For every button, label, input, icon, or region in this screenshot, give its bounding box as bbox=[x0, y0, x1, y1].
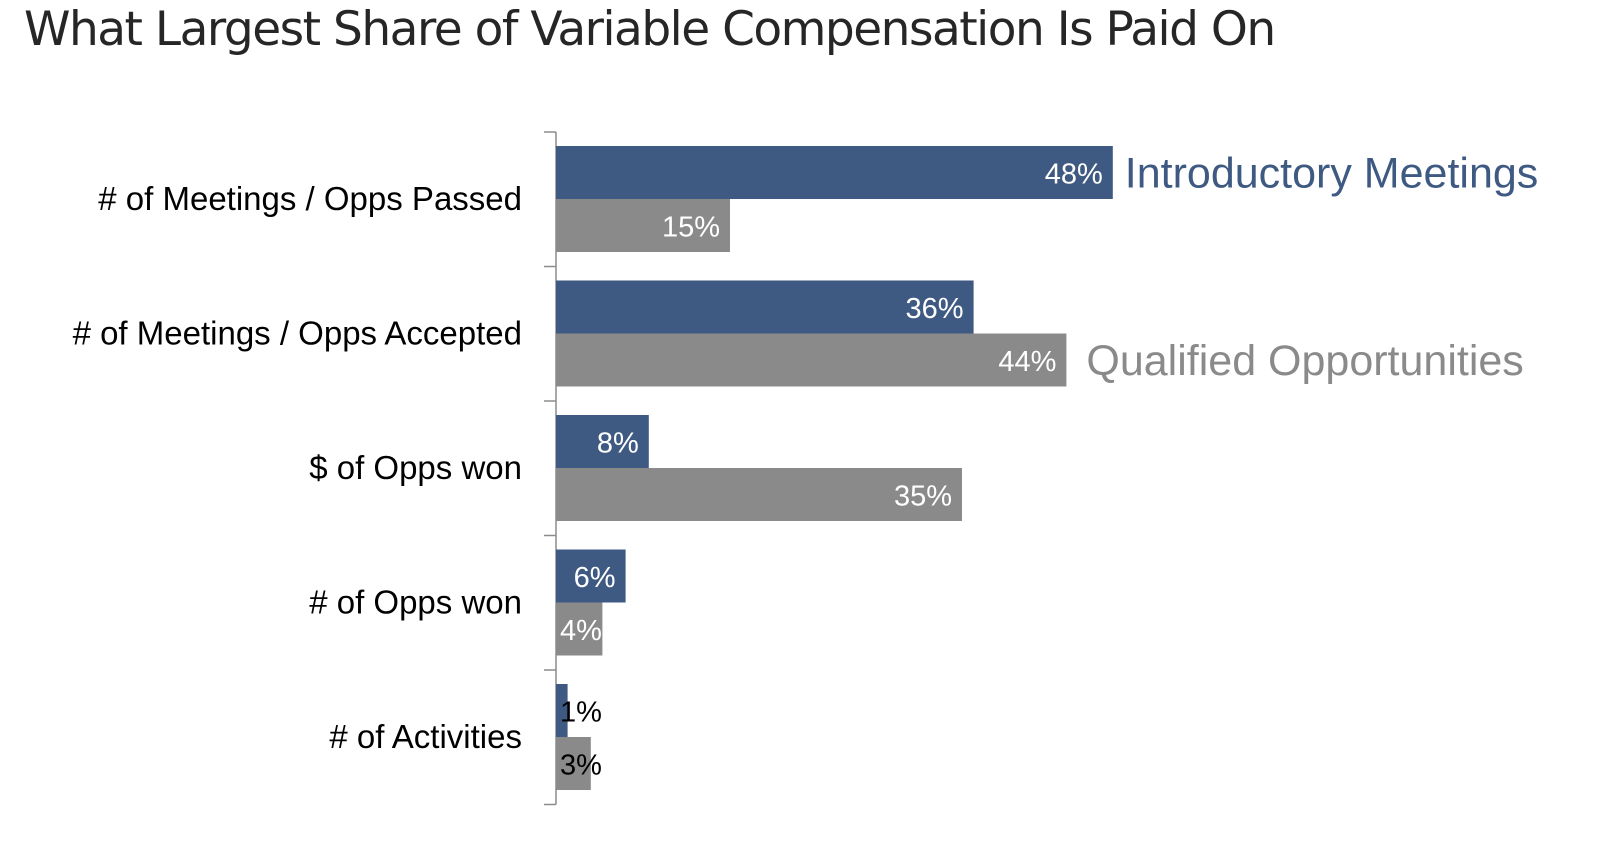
series-label-qualified-opportunities: Qualified Opportunities bbox=[1086, 337, 1523, 385]
bar-qualified-opportunities bbox=[556, 602, 603, 656]
labels: 48% 36% 8% 6% 1% 15% 44% 35% 4% 3% Introductory Me… bbox=[560, 150, 1538, 782]
series-label-introductory-meetings: Introductory Meetings bbox=[1125, 150, 1538, 198]
category-label: $ of Opps won bbox=[309, 449, 522, 486]
data-label: 35% bbox=[894, 481, 952, 513]
category-label: # of Meetings / Opps Passed bbox=[98, 180, 522, 217]
bar-qualified-opportunities bbox=[556, 737, 591, 790]
data-label: 4% bbox=[560, 615, 602, 647]
data-label: 36% bbox=[906, 293, 964, 325]
bar-introductory-meetings bbox=[556, 549, 626, 603]
data-label: 6% bbox=[574, 562, 616, 594]
bar-introductory-meetings bbox=[556, 280, 974, 334]
bar-qualified-opportunities bbox=[556, 333, 1067, 387]
bar-qualified-opportunities bbox=[556, 199, 730, 252]
data-label: 15% bbox=[662, 212, 720, 244]
bars bbox=[556, 146, 1113, 790]
data-label: 44% bbox=[998, 346, 1056, 378]
data-label: 3% bbox=[560, 750, 602, 782]
bar-introductory-meetings bbox=[556, 146, 1113, 199]
bar-introductory-meetings bbox=[556, 684, 568, 737]
category-label: # of Meetings / Opps Accepted bbox=[73, 315, 522, 352]
data-label: 48% bbox=[1045, 159, 1103, 191]
chart-title: What Largest Share of Variable Compensat… bbox=[24, 2, 1276, 57]
bar-qualified-opportunities bbox=[556, 468, 962, 521]
data-label: 1% bbox=[560, 697, 602, 729]
category-axis: # of Meetings / Opps Passed # of Meetings… bbox=[73, 131, 557, 806]
category-label: # of Opps won bbox=[309, 584, 522, 621]
data-label: 8% bbox=[597, 428, 639, 460]
category-label: # of Activities bbox=[329, 718, 522, 755]
bar-introductory-meetings bbox=[556, 415, 649, 468]
